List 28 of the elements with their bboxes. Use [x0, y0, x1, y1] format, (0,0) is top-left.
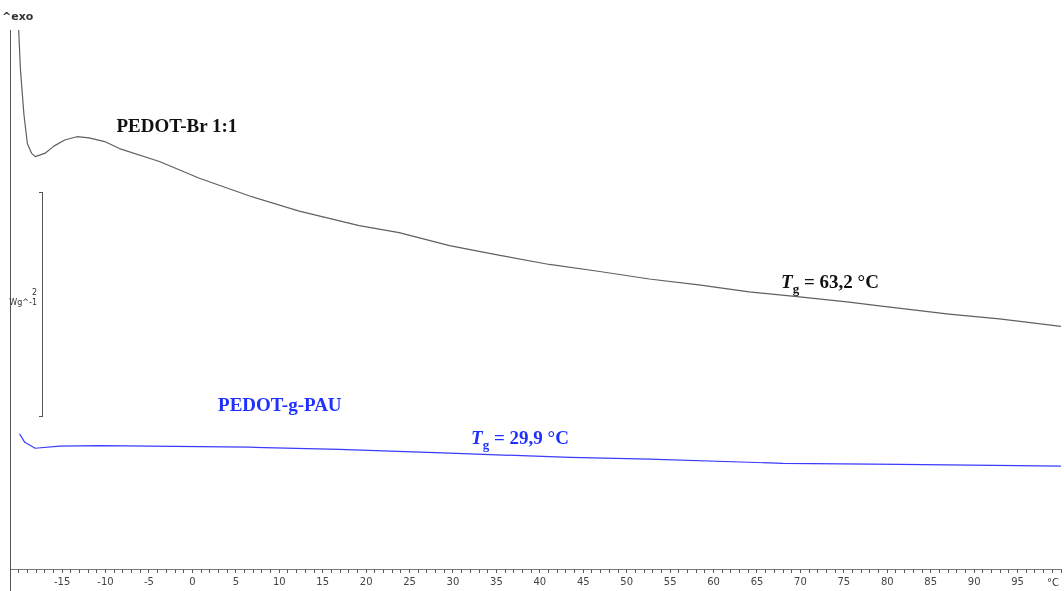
x-tick-label: 50 [620, 575, 634, 587]
x-tick-label: 80 [880, 575, 894, 587]
annotation: 2 [31, 288, 37, 297]
x-tick-label: 55 [663, 575, 677, 587]
x-tick-label: 15 [316, 575, 330, 587]
x-tick-label: 70 [794, 575, 807, 587]
x-tick-label: 10 [272, 575, 286, 587]
x-tick-label: 0 [189, 575, 196, 587]
series-label: PEDOT-g-PAU [218, 394, 342, 416]
x-axis-title: °C [1047, 576, 1060, 588]
x-tick-label: 75 [837, 575, 851, 587]
x-tick-label: -5 [143, 575, 154, 587]
x-tick-label: -10 [97, 575, 114, 587]
x-tick-label: 40 [533, 575, 547, 587]
x-tick-label: 35 [490, 575, 503, 587]
x-tick-label: 90 [967, 575, 981, 587]
x-tick-label: 85 [924, 575, 938, 587]
x-tick-label: 45 [576, 575, 590, 587]
text: ^exo [2, 10, 34, 23]
x-tick-label: 30 [446, 575, 460, 587]
x-tick-label: 20 [359, 575, 373, 587]
x-tick-label: 5 [232, 575, 240, 587]
x-tick-label: 65 [750, 575, 764, 587]
x-tick-label: 25 [403, 575, 416, 587]
x-tick-label: 60 [707, 575, 720, 587]
x-tick-label: 95 [1011, 575, 1024, 587]
x-tick-label: -15 [53, 575, 71, 587]
series-label: PEDOT-Br 1:1 [116, 114, 238, 136]
